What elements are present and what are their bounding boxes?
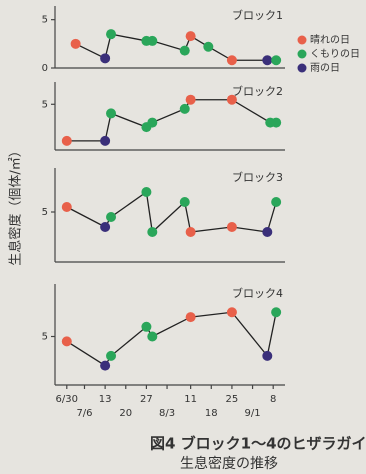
data-point [186,31,196,41]
panel-title: ブロック3 [232,170,283,184]
data-point [62,336,72,346]
panel-title: ブロック1 [232,8,283,22]
data-point [271,55,281,65]
x-tick-label: 13 [99,394,112,405]
data-point [62,136,72,146]
data-point [186,95,196,105]
data-point [100,53,110,63]
legend-marker [298,50,307,59]
data-point [203,42,213,52]
data-point [180,104,190,114]
legend-marker [298,36,307,45]
data-point [186,227,196,237]
y-tick-label: 5 [42,15,48,26]
x-tick-label: 6/30 [56,394,78,405]
data-point [147,118,157,128]
data-point [180,46,190,56]
data-point [271,118,281,128]
data-point [271,307,281,317]
data-point [147,332,157,342]
data-point [141,322,151,332]
data-point [106,351,116,361]
data-point [62,202,72,212]
data-point [100,136,110,146]
x-tick-label: 11 [184,394,197,405]
data-point [106,212,116,222]
legend-label: くもりの日 [310,48,360,60]
data-point [106,108,116,118]
data-point [180,197,190,207]
legend-label: 晴れの日 [310,33,350,46]
data-point [186,312,196,322]
data-point [147,227,157,237]
chart: 図4 ブロック1〜4のヒザラガイ 生息密度の推移 生息密度（個体/㎡） 晴れの日… [0,0,366,474]
y-tick-label: 5 [42,207,48,218]
x-tick-label: 7/6 [76,408,92,419]
data-point [227,307,237,317]
data-point [71,39,81,49]
panel-title: ブロック4 [232,286,283,300]
legend-marker [298,64,307,73]
data-point [227,222,237,232]
x-tick-label: 20 [119,408,132,419]
data-point [147,36,157,46]
data-point [141,187,151,197]
panel-title: ブロック2 [232,84,283,98]
data-point [227,95,237,105]
x-tick-label: 18 [205,408,218,419]
chart-subtitle: 生息密度の推移 [180,455,278,472]
data-point [227,55,237,65]
x-tick-label: 8 [270,394,276,405]
data-point [271,197,281,207]
chart-title: 図4 ブロック1〜4のヒザラガイ [150,435,366,453]
data-point [262,227,272,237]
data-point [262,351,272,361]
data-point [100,361,110,371]
legend-label: 雨の日 [310,63,340,74]
y-tick-label: 5 [42,99,48,110]
x-tick-label: 25 [226,394,239,405]
x-tick-label: 8/3 [159,408,175,419]
data-point [106,29,116,39]
data-point [262,55,272,65]
y-tick-label: 0 [42,63,48,74]
y-tick-label: 5 [42,332,48,343]
x-tick-label: 27 [140,394,153,405]
x-tick-label: 9/1 [245,408,261,419]
y-axis-label: 生息密度（個体/㎡） [8,144,24,265]
data-point [100,222,110,232]
